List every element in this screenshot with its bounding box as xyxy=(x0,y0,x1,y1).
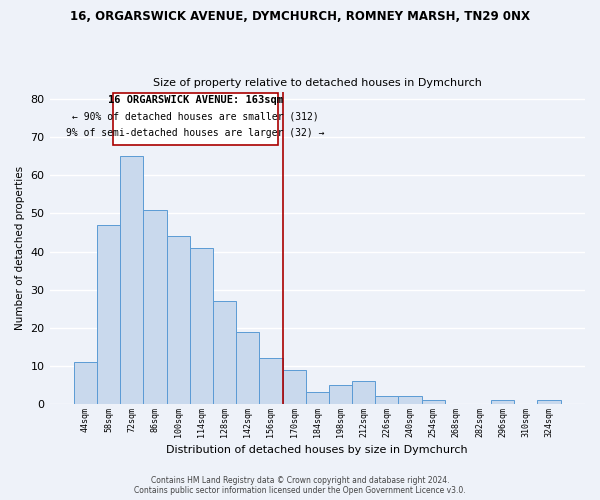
Bar xyxy=(120,156,143,404)
Bar xyxy=(538,400,560,404)
Text: ← 90% of detached houses are smaller (312): ← 90% of detached houses are smaller (31… xyxy=(72,112,319,122)
Text: 16 ORGARSWICK AVENUE: 163sqm: 16 ORGARSWICK AVENUE: 163sqm xyxy=(108,96,283,106)
Bar xyxy=(97,225,120,404)
Bar xyxy=(305,392,329,404)
Bar xyxy=(236,332,259,404)
Text: 9% of semi-detached houses are larger (32) →: 9% of semi-detached houses are larger (3… xyxy=(67,128,325,138)
FancyBboxPatch shape xyxy=(113,94,278,145)
Text: 16, ORGARSWICK AVENUE, DYMCHURCH, ROMNEY MARSH, TN29 0NX: 16, ORGARSWICK AVENUE, DYMCHURCH, ROMNEY… xyxy=(70,10,530,23)
Bar xyxy=(143,210,167,404)
X-axis label: Distribution of detached houses by size in Dymchurch: Distribution of detached houses by size … xyxy=(166,445,468,455)
Bar xyxy=(329,385,352,404)
Bar xyxy=(190,248,213,404)
Text: Contains HM Land Registry data © Crown copyright and database right 2024.
Contai: Contains HM Land Registry data © Crown c… xyxy=(134,476,466,495)
Bar xyxy=(352,381,375,404)
Bar xyxy=(283,370,305,404)
Bar xyxy=(167,236,190,404)
Y-axis label: Number of detached properties: Number of detached properties xyxy=(15,166,25,330)
Bar xyxy=(213,301,236,404)
Bar xyxy=(398,396,422,404)
Bar xyxy=(491,400,514,404)
Bar xyxy=(375,396,398,404)
Bar xyxy=(422,400,445,404)
Bar xyxy=(259,358,283,404)
Title: Size of property relative to detached houses in Dymchurch: Size of property relative to detached ho… xyxy=(153,78,482,88)
Bar xyxy=(74,362,97,404)
